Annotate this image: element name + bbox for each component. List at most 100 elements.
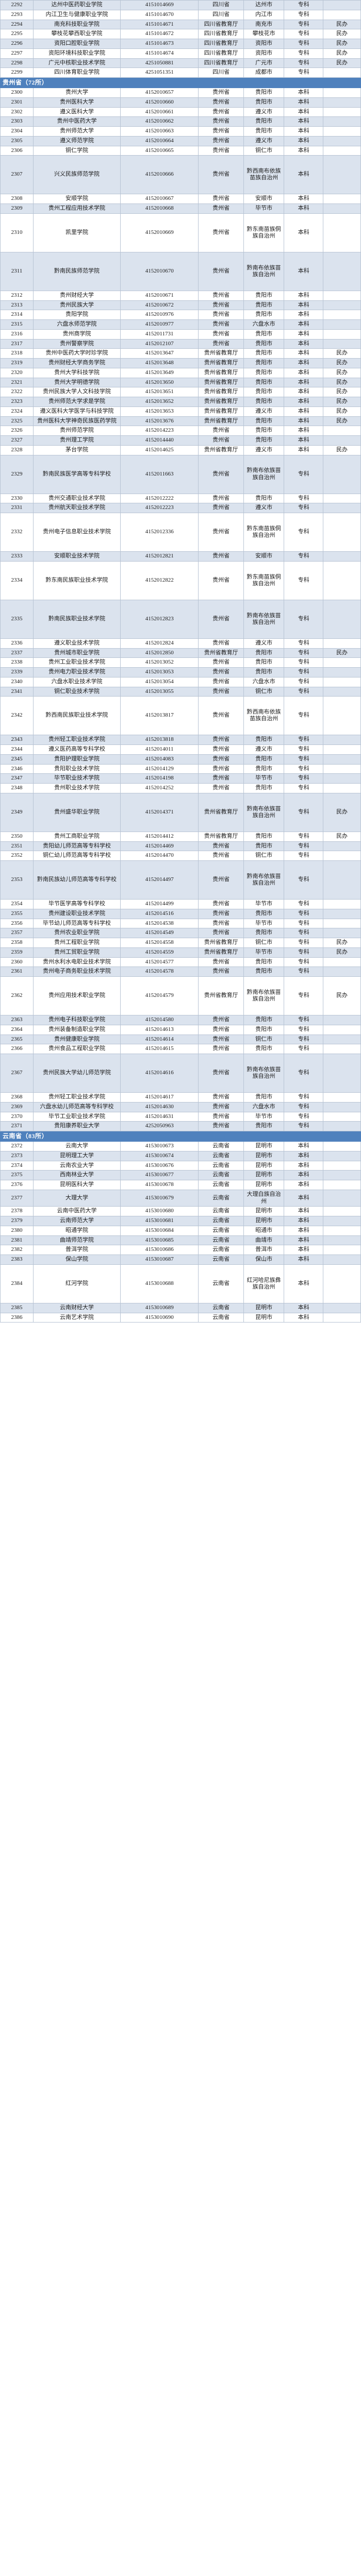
table-row[interactable]: 2362 贵州应用技术职业学院 4152014579 贵州省教育厅 黔南布依族苗族自治州… [0, 976, 361, 1015]
row-index-cell: 2292 [0, 0, 34, 10]
table-row[interactable]: 2318 贵州中医药大学时珍学院 4152013647 贵州省教育厅 贵阳市 本科 民办 [0, 348, 361, 359]
table-row[interactable]: 2366 贵州食品工程职业学院 4152014615 贵州省 贵阳市 专科 [0, 1044, 361, 1054]
table-row[interactable]: 2321 贵州大学明德学院 4152013650 贵州省教育厅 贵阳市 本科 民办 [0, 377, 361, 388]
table-row[interactable]: 2301 贵州医科大学 4152010660 贵州省 贵阳市 本科 [0, 97, 361, 108]
table-row[interactable]: 2354 毕节医学高等专科学校 4152014499 贵州省 毕节市 专科 [0, 899, 361, 909]
table-row[interactable]: 2342 黔西南民族职业技术学院 4152013817 贵州省 黔西南布依族苗族自治州专… [0, 696, 361, 736]
table-row[interactable]: 2305 遵义师范学院 4152010664 贵州省 遵义市 本科 [0, 135, 361, 146]
table-row[interactable]: 2316 贵州商学院 4152011731 贵州省 贵阳市 本科 [0, 329, 361, 340]
table-row[interactable]: 2339 贵州电力职业技术学院 4152013053 贵州省 贵阳市 专科 [0, 667, 361, 677]
table-row[interactable]: 2381 曲靖师范学院 4153010685 云南省 曲靖市 本科 [0, 1235, 361, 1246]
table-row[interactable]: 2331 贵州航天职业技术学院 4152012223 贵州省 遵义市 专科 [0, 503, 361, 513]
table-row[interactable]: 2309 贵州工程应用技术学院 4152010668 贵州省 毕节市 本科 [0, 204, 361, 214]
table-row[interactable]: 2364 贵州装备制造职业学院 4152014613 贵州省 贵阳市 专科 [0, 1024, 361, 1035]
table-row[interactable]: 2371 贵阳康养职业大学 4252050963 贵州省 贵阳市 专科 [0, 1121, 361, 1131]
table-row[interactable]: 2373 昆明理工大学 4153010674 云南省 昆明市 本科 [0, 1150, 361, 1161]
table-row[interactable]: 2326 贵州师范学院 4152014223 贵州省 贵阳市 本科 [0, 426, 361, 436]
table-row[interactable]: 2376 昆明医科大学 4153010678 云南省 昆明市 本科 [0, 1180, 361, 1190]
table-row[interactable]: 2332 贵州电子信息职业技术学院 4152012336 贵州省 黔东南苗族侗族自治州专… [0, 513, 361, 552]
table-row[interactable]: 2348 贵州职业技术学院 4152014252 贵州省 贵阳市 专科 [0, 783, 361, 793]
table-row[interactable]: 2317 贵州警察学院 4152012107 贵州省 贵阳市 本科 [0, 338, 361, 349]
table-row[interactable]: 2377 大理大学 4153010679 云南省 大理白族自治州 本科 [0, 1189, 361, 1207]
table-row[interactable]: 2298 广元中核职业技术学院 4251050881 四川省教育厅 广元市 专科 民办 [0, 58, 361, 69]
table-row[interactable]: 2306 铜仁学院 4152010665 贵州省 铜仁市 本科 [0, 145, 361, 156]
table-row[interactable]: 2308 安顺学院 4152010667 贵州省 安顺市 本科 [0, 194, 361, 204]
table-row[interactable]: 2293 内江卫生与健康职业学院 4151014670 四川省 内江市 专科 [0, 9, 361, 20]
table-row[interactable]: 2302 遵义医科大学 4152010661 贵州省 遵义市 本科 [0, 107, 361, 117]
table-row[interactable]: 2328 茅台学院 4152014625 贵州省教育厅 遵义市 本科 民办 [0, 445, 361, 455]
table-row[interactable]: 2380 昭通学院 4153010684 云南省 昭通市 本科 [0, 1225, 361, 1236]
table-row[interactable]: 2294 南充科技职业学院 4151014671 四川省教育厅 南充市 专科 民办 [0, 19, 361, 30]
ownership-cell [323, 1312, 361, 1323]
table-row[interactable]: 2367 贵州民族大学幼儿师范学院 4152014616 贵州省 黔南布依族苗族自治州专… [0, 1054, 361, 1093]
table-row[interactable]: 2335 黔南民族职业技术学院 4152012823 贵州省 黔南布依族苗族自治州 专科 [0, 599, 361, 639]
table-row[interactable]: 2313 贵州民族大学 4152010672 贵州省 贵阳市 本科 [0, 300, 361, 311]
table-row[interactable]: 2357 贵州农业职业学院 4152014549 贵州省 贵阳市 专科 [0, 928, 361, 938]
table-row[interactable]: 2295 攀枝花攀西职业学院 4151014672 四川省教育厅 攀枝花市 专科 民办 [0, 29, 361, 39]
table-row[interactable]: 2325 贵州医科大学神奇民族医药学院 4152013676 贵州省教育厅 贵阳市 本科民… [0, 416, 361, 427]
table-row[interactable]: 2303 贵州中医药大学 4152010662 贵州省 贵阳市 本科 [0, 116, 361, 127]
table-row[interactable]: 2333 安顺职业技术学院 4152012821 贵州省 安顺市 专科 [0, 551, 361, 562]
table-row[interactable]: 2385 云南财经大学 4153010689 云南省 昆明市 本科 [0, 1302, 361, 1313]
table-row[interactable]: 2383 保山学院 4153010687 云南省 保山市 本科 [0, 1255, 361, 1265]
table-row[interactable]: 2338 贵州工业职业技术学院 4152013052 贵州省 贵阳市 专科 [0, 657, 361, 668]
table-row[interactable]: 2350 贵州工商职业学院 4152014412 贵州省教育厅 贵阳市 专科 民办 [0, 831, 361, 842]
table-row[interactable]: 2307 兴义民族师范学院 4152010666 贵州省 黔西南布依族苗族自治州 本科 [0, 155, 361, 195]
table-row[interactable]: 2344 遵义医药高等专科学校 4152014011 贵州省 遵义市 专科 [0, 744, 361, 755]
table-row[interactable]: 2369 六盘水幼儿师范高等专科学校 4152014630 贵州省 六盘水市 专科 [0, 1101, 361, 1112]
table-row[interactable]: 2352 铜仁幼儿师范高等专科学校 4152014470 贵州省 铜仁市 专科 [0, 851, 361, 861]
table-row[interactable]: 2312 贵州财经大学 4152010671 贵州省 贵阳市 本科 [0, 290, 361, 301]
table-row[interactable]: 2292 达州中医药职业学院 4151014669 四川省 达州市 专科 [0, 0, 361, 10]
table-row[interactable]: 2368 贵州轻工职业技术学院 4152014617 贵州省 贵阳市 专科 [0, 1092, 361, 1103]
table-row[interactable]: 2379 云南师范大学 4153010681 云南省 昆明市 本科 [0, 1216, 361, 1226]
table-row[interactable]: 2356 毕节幼儿师范高等专科学校 4152014538 贵州省 毕节市 专科 [0, 918, 361, 929]
ownership-cell [323, 1121, 361, 1131]
table-row[interactable]: 2341 铜仁职业技术学院 4152013055 贵州省 铜仁市 专科 [0, 686, 361, 697]
table-row[interactable]: 2378 云南中医药大学 4153010680 云南省 昆明市 本科 [0, 1206, 361, 1216]
table-row[interactable]: 2353 黔南民族幼儿师范高等专科学校 4152014497 贵州省 黔南布依族苗族自治… [0, 860, 361, 900]
table-row[interactable]: 2374 云南农业大学 4153010676 云南省 昆明市 本科 [0, 1160, 361, 1171]
table-row[interactable]: 2358 贵州工程职业学院 4152014558 贵州省教育厅 铜仁市 专科 民办 [0, 938, 361, 948]
table-row[interactable]: 2329 黔南民族医学高等专科学校 4152011663 贵州省 黔南布依族苗族自治州专… [0, 454, 361, 494]
table-row[interactable]: 2323 贵州师范大学求是学院 4152013652 贵州省教育厅 贵阳市 本科 民办 [0, 397, 361, 407]
table-row[interactable]: 2322 贵州民族大学人文科技学院 4152013651 贵州省教育厅 贵阳市 本科 民办 [0, 387, 361, 397]
table-row[interactable]: 2361 贵州电子商务职业技术学院 4152014578 贵州省 贵阳市 专科 [0, 967, 361, 977]
table-row[interactable]: 2319 贵州财经大学商务学院 4152013648 贵州省教育厅 贵阳市 本科 民办 [0, 358, 361, 368]
table-row[interactable]: 2365 贵州健康职业学院 4152014614 贵州省 铜仁市 专科 [0, 1034, 361, 1045]
table-row[interactable]: 2386 云南艺术学院 4153010690 云南省 昆明市 本科 [0, 1312, 361, 1323]
table-row[interactable]: 2363 贵州电子科技职业学院 4152014580 贵州省 贵阳市 专科 [0, 1015, 361, 1025]
level-cell: 专科 [284, 551, 324, 562]
table-row[interactable]: 2337 贵州城市职业学院 4152012850 贵州省教育厅 贵阳市 专科 民办 [0, 648, 361, 658]
table-row[interactable]: 2299 四川体育职业学院 4251051351 四川省 成都市 专科 [0, 67, 361, 78]
table-row[interactable]: 2347 毕节职业技术学院 4152014198 贵州省 毕节市 专科 [0, 773, 361, 784]
table-row[interactable]: 2355 贵州建设职业技术学院 4152014516 贵州省 贵阳市 专科 [0, 908, 361, 919]
table-row[interactable]: 2296 资阳口腔职业学院 4151014673 四川省教育厅 资阳市 专科 民办 [0, 39, 361, 49]
table-row[interactable]: 2349 贵州盛华职业学院 4152014371 贵州省教育厅 黔南布依族苗族自治州 专科… [0, 792, 361, 832]
table-row[interactable]: 2311 黔南民族师范学院 4152010670 贵州省 黔南布依族苗族自治州 本科 [0, 251, 361, 291]
table-row[interactable]: 2360 贵州水利水电职业技术学院 4152014577 贵州省 贵阳市 专科 [0, 957, 361, 968]
table-row[interactable]: 2334 黔东南民族职业技术学院 4152012822 贵州省 黔东南苗族侗族自治州 专科 [0, 561, 361, 600]
table-row[interactable]: 2314 贵阳学院 4152010976 贵州省 贵阳市 本科 [0, 310, 361, 320]
table-row[interactable]: 2384 红河学院 4153010688 云南省 红河哈尼族彝族自治州 本科 [0, 1264, 361, 1303]
table-row[interactable]: 2372 云南大学 4153010673 云南省 昆明市 本科 [0, 1141, 361, 1151]
table-row[interactable]: 2382 普洱学院 4153010686 云南省 普洱市 本科 [0, 1245, 361, 1255]
table-row[interactable]: 2336 遵义职业技术学院 4152012824 贵州省 遵义市 专科 [0, 638, 361, 649]
table-row[interactable]: 2340 六盘水职业技术学院 4152013054 贵州省 六盘水市 专科 [0, 676, 361, 687]
table-row[interactable]: 2297 资阳环境科技职业学院 4151014674 四川省教育厅 资阳市 专科 民办 [0, 48, 361, 59]
level-cell: 本科 [284, 107, 324, 117]
table-row[interactable]: 2375 西南林业大学 4153010677 云南省 昆明市 本科 [0, 1170, 361, 1180]
table-row[interactable]: 2345 贵阳护理职业学院 4152014083 贵州省 贵阳市 专科 [0, 754, 361, 765]
table-row[interactable]: 2330 贵州交通职业技术学院 4152012222 贵州省 贵阳市 专科 [0, 493, 361, 504]
table-row[interactable]: 2351 贵阳幼儿师范高等专科学校 4152014469 贵州省 贵阳市 专科 [0, 841, 361, 852]
table-row[interactable]: 2320 贵州大学科技学院 4152013649 贵州省教育厅 贵阳市 本科 民办 [0, 367, 361, 378]
table-row[interactable]: 2310 凯里学院 4152010669 贵州省 黔东南苗族侗族自治州 本科 [0, 213, 361, 252]
table-row[interactable]: 2304 贵州师范大学 4152010663 贵州省 贵阳市 本科 [0, 126, 361, 137]
table-row[interactable]: 2346 贵阳职业技术学院 4152014129 贵州省 贵阳市 专科 [0, 764, 361, 774]
table-row[interactable]: 2359 贵州工贸职业学院 4152014559 贵州省教育厅 毕节市 专科 民办 [0, 947, 361, 958]
table-row[interactable]: 2327 贵州理工学院 4152014440 贵州省 贵阳市 本科 [0, 435, 361, 446]
table-row[interactable]: 2315 六盘水师范学院 4152010977 贵州省 六盘水市 本科 [0, 319, 361, 330]
table-row[interactable]: 2370 毕节工业职业技术学院 4152014631 贵州省 毕节市 专科 [0, 1111, 361, 1122]
table-row[interactable]: 2343 贵州轻工职业技术学院 4152013818 贵州省 贵阳市 专科 [0, 735, 361, 745]
table-row[interactable]: 2324 遵义医科大学医学与科技学院 4152013653 贵州省教育厅 遵义市 本科 民办 [0, 406, 361, 417]
table-row[interactable]: 2300 贵州大学 4152010657 贵州省 贵阳市 本科 [0, 88, 361, 98]
